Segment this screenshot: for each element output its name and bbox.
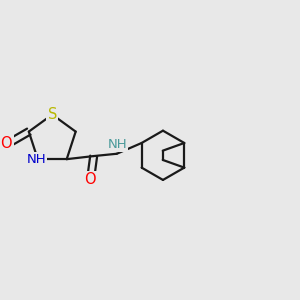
Text: O: O	[84, 172, 96, 188]
Text: S: S	[48, 107, 57, 122]
Text: NH: NH	[108, 138, 127, 151]
Text: O: O	[0, 136, 11, 151]
Text: NH: NH	[26, 153, 46, 166]
